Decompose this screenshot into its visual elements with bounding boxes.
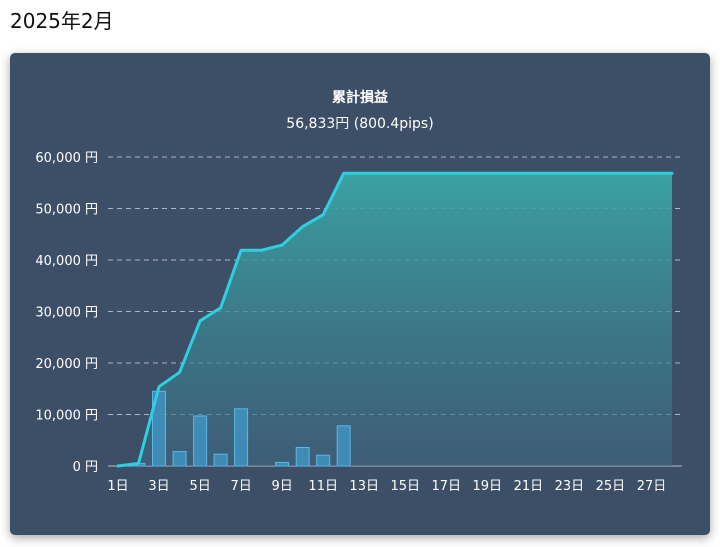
daily-bar [172, 451, 187, 467]
daily-bar [275, 461, 290, 467]
daily-bar [295, 447, 310, 467]
daily-bar [336, 425, 351, 467]
y-tick-label: 0 円 [73, 460, 98, 475]
x-tick-label: 17日 [432, 479, 462, 494]
x-tick-label: 19日 [473, 479, 503, 494]
chart-subtitle: 56,833円 (800.4pips) [286, 116, 433, 132]
x-tick-label: 3日 [148, 479, 169, 494]
daily-bar [213, 453, 228, 467]
x-tick-label: 27日 [637, 479, 667, 494]
x-tick-label: 1日 [107, 479, 128, 494]
y-tick-label: 10,000 円 [35, 409, 98, 424]
y-tick-label: 20,000 円 [35, 357, 98, 372]
daily-bar [193, 415, 208, 467]
x-tick-label: 25日 [596, 479, 626, 494]
x-tick-label: 5日 [189, 479, 210, 494]
cumulative-line-layer [116, 171, 674, 468]
page-title: 2025年2月 [10, 9, 114, 33]
x-tick-label: 15日 [391, 479, 421, 494]
y-tick-label: 60,000 円 [35, 151, 98, 166]
cumulative-area [118, 173, 672, 467]
cumulative-area-fill [118, 173, 672, 467]
y-tick-label: 30,000 円 [35, 306, 98, 321]
chart-title: 累計損益 [332, 89, 388, 106]
cumulative-line [116, 171, 674, 468]
x-tick-label: 13日 [349, 479, 379, 494]
x-tick-label: 23日 [555, 479, 585, 494]
x-tick-label: 9日 [271, 479, 292, 494]
cumulative-profit-chart: 累計損益 56,833円 (800.4pips) 0 円 10,000 円 20,0… [35, 89, 682, 494]
y-tick-label: 50,000 円 [35, 203, 98, 218]
y-axis-ticks: 0 円 10,000 円 20,000 円 30,000 円 40,000 円 50,00… [35, 151, 98, 475]
y-tick-label: 40,000 円 [35, 254, 98, 269]
daily-bar [316, 454, 331, 467]
x-tick-label: 7日 [230, 479, 251, 494]
daily-bar [234, 408, 249, 467]
cumulative-profit-chart-card: 累計損益 56,833円 (800.4pips) 0 円 10,000 円 20,0… [10, 53, 710, 535]
x-tick-label: 11日 [308, 479, 338, 494]
daily-bars [131, 390, 351, 467]
x-tick-label: 21日 [514, 479, 544, 494]
x-axis-ticks: 1日 3日 5日 7日 9日 11日 13日 15日 17日 19日 21日 23日 25日 27日 [107, 479, 666, 494]
